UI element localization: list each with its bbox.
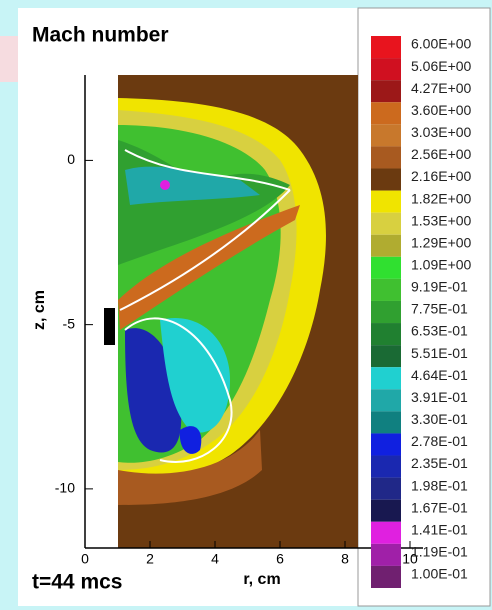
- legend-swatch: [371, 279, 401, 301]
- legend-label: 9.19E-01: [411, 279, 468, 295]
- legend-label: 1.82E+00: [411, 190, 472, 206]
- legend-label: 7.75E-01: [411, 301, 468, 317]
- legend-swatch: [371, 124, 401, 146]
- legend-label: 1.53E+00: [411, 212, 472, 228]
- legend-swatch: [371, 146, 401, 168]
- chart: Mach number t=44 mcs r, cm z, cm 0246810…: [0, 0, 492, 610]
- legend-swatch: [371, 235, 401, 257]
- x-tick-label: 0: [81, 551, 89, 567]
- legend-label: 4.27E+00: [411, 80, 472, 96]
- legend-swatch: [371, 191, 401, 213]
- y-tick-label: 0: [67, 151, 75, 167]
- legend-label: 1.09E+00: [411, 257, 472, 273]
- x-tick-label: 4: [211, 551, 219, 567]
- legend-swatch: [371, 411, 401, 433]
- legend-label: 2.56E+00: [411, 146, 472, 162]
- chart-title: Mach number: [32, 24, 169, 47]
- legend-label: 4.64E-01: [411, 367, 468, 383]
- y-tick-label: -5: [63, 315, 76, 331]
- legend-swatch: [371, 36, 401, 58]
- legend-label: 6.53E-01: [411, 323, 468, 339]
- x-tick-label: 8: [341, 551, 349, 567]
- legend-swatch: [371, 389, 401, 411]
- legend-label: 1.00E-01: [411, 566, 468, 582]
- legend-label: 1.29E+00: [411, 234, 472, 250]
- legend-swatch: [371, 301, 401, 323]
- legend-swatch: [371, 213, 401, 235]
- legend-label: 2.78E-01: [411, 433, 468, 449]
- x-tick-label: 6: [276, 551, 284, 567]
- x-tick-label: 2: [146, 551, 154, 567]
- y-tick-label: -10: [55, 480, 75, 496]
- legend-label: 1.41E-01: [411, 521, 468, 537]
- legend-swatch: [371, 433, 401, 455]
- legend-label: 5.51E-01: [411, 345, 468, 361]
- legend-label: 3.03E+00: [411, 124, 472, 140]
- legend-swatch: [371, 367, 401, 389]
- legend-swatch: [371, 345, 401, 367]
- legend-swatch: [371, 323, 401, 345]
- legend-swatch: [371, 478, 401, 500]
- legend-label: 3.60E+00: [411, 102, 472, 118]
- legend-label: 1.67E-01: [411, 499, 468, 515]
- legend-label: 1.98E-01: [411, 477, 468, 493]
- legend-swatch: [371, 500, 401, 522]
- legend-label: 3.91E-01: [411, 389, 468, 405]
- legend-label: 6.00E+00: [411, 36, 472, 52]
- x-axis-label: r, cm: [243, 571, 280, 588]
- legend-label: 5.06E+00: [411, 58, 472, 74]
- legend-swatch: [371, 257, 401, 279]
- legend-swatch: [371, 544, 401, 566]
- y-axis-label: z, cm: [31, 290, 48, 330]
- legend-swatch: [371, 168, 401, 190]
- legend-label: 1.19E-01: [411, 544, 468, 560]
- contour-field: [118, 75, 358, 548]
- legend-swatch: [371, 102, 401, 124]
- legend-swatch: [371, 58, 401, 80]
- legend-swatch: [371, 456, 401, 478]
- annotation: t=44 mcs: [32, 571, 122, 594]
- legend-label: 2.16E+00: [411, 168, 472, 184]
- legend-label: 3.30E-01: [411, 411, 468, 427]
- legend-swatch: [371, 80, 401, 102]
- legend-label: 2.35E-01: [411, 455, 468, 471]
- legend-swatch: [371, 522, 401, 544]
- marker-block: [104, 308, 115, 345]
- legend-swatch: [371, 566, 401, 588]
